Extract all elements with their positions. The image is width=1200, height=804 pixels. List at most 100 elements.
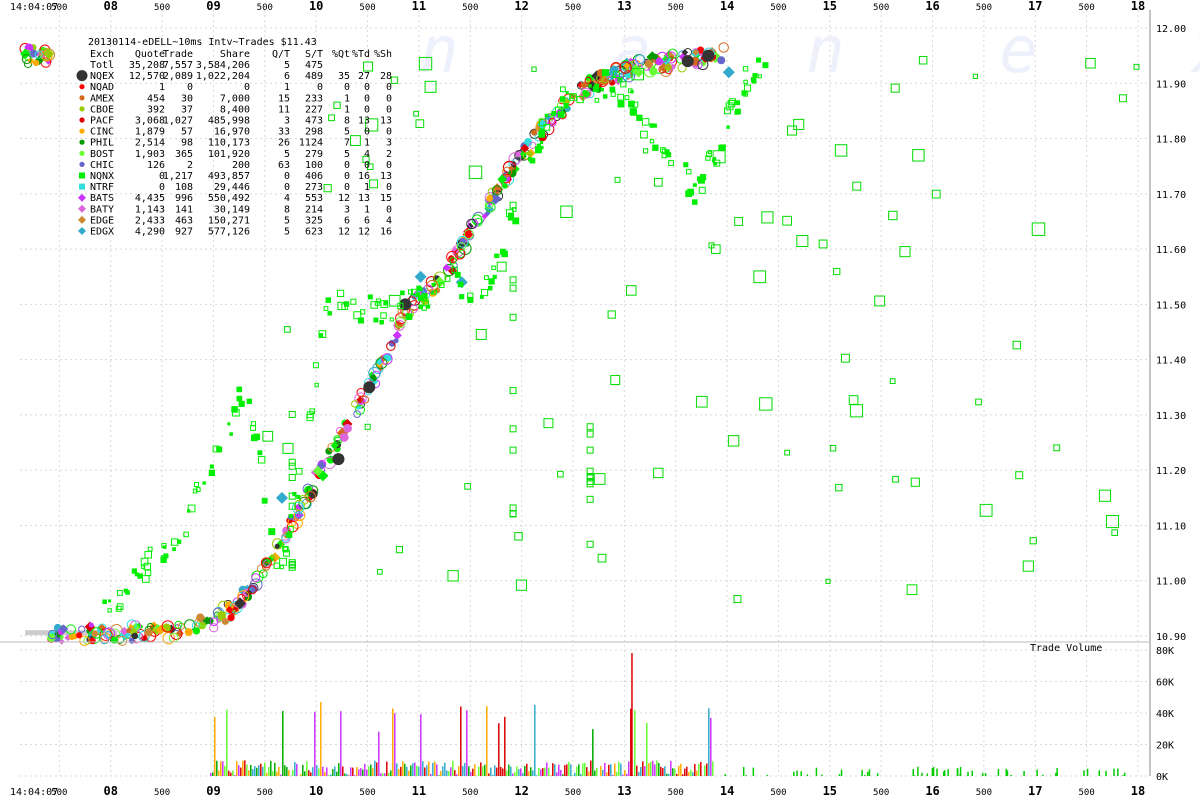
nqnx-point <box>227 422 230 425</box>
start-time-top: 14:04:07 <box>10 2 58 13</box>
volume-bar <box>466 710 468 776</box>
x-tick-label-top: 09 <box>206 0 220 13</box>
nqnx-outlier <box>476 330 486 340</box>
volume-bar <box>676 774 678 776</box>
nqnx-point <box>537 144 541 148</box>
volume-bar <box>484 765 486 776</box>
volume-bar <box>372 768 374 776</box>
x-tick-label-top: 10 <box>309 0 323 13</box>
table-header-cell: Quote <box>135 49 165 60</box>
volume-bar <box>430 774 432 776</box>
volume-bar <box>264 763 266 776</box>
volume-bar <box>428 761 430 776</box>
volume-bar <box>494 765 496 776</box>
nqnx-outlier <box>587 447 593 453</box>
nqnx-point <box>500 249 506 255</box>
nqnx-outlier <box>594 474 605 485</box>
volume-bar <box>474 764 476 776</box>
table-header-cell: Q/T <box>272 49 290 60</box>
x-tick-label-top: 500 <box>359 3 375 13</box>
volume-bar <box>972 771 974 776</box>
nqnx-point <box>257 450 262 455</box>
volume-bar <box>444 763 446 776</box>
nqnx-point <box>485 276 489 280</box>
volume-bar <box>224 766 226 776</box>
volume-bar <box>328 775 330 776</box>
volume-bar <box>416 766 418 776</box>
volume-bar <box>240 768 242 776</box>
volume-bar <box>636 766 638 776</box>
nqnx-point <box>406 313 413 320</box>
nqnx-outlier <box>654 468 663 477</box>
volume-bar <box>370 765 372 776</box>
volume-bar <box>706 763 708 776</box>
volume-bar <box>520 768 522 776</box>
volume-bar <box>250 765 252 776</box>
volume-bar <box>658 763 660 776</box>
volume-bar <box>252 769 254 776</box>
nqnx-point <box>310 409 315 414</box>
table-cell: 4 <box>284 193 290 204</box>
nqnx-point <box>528 157 532 161</box>
nqnx-point <box>108 599 111 602</box>
nqnx-outlier <box>448 571 458 581</box>
nqnx-point <box>390 318 393 321</box>
table-cell: 63 <box>278 160 290 171</box>
nqnx-point <box>619 78 622 81</box>
table-cell: 5 <box>344 127 350 138</box>
nqnx-outlier <box>289 474 295 480</box>
nqnx-outlier <box>783 216 792 225</box>
volume-bar <box>352 768 354 776</box>
table-cell: 29,446 <box>214 182 250 193</box>
volume-bar <box>869 769 871 776</box>
nqnx-point <box>145 570 150 575</box>
y-tick-label: 11.70 <box>1156 190 1186 201</box>
volume-bar <box>384 773 386 776</box>
legend-marker <box>79 95 84 100</box>
nqnx-point <box>594 84 599 89</box>
trade-point-nqex <box>682 55 694 67</box>
table-cell: 927 <box>175 227 193 238</box>
nqnx-outlier <box>396 547 402 553</box>
nqnx-outlier <box>416 120 424 128</box>
volume-bar <box>376 762 378 776</box>
table-cell: 553 <box>305 193 323 204</box>
volume-bars <box>210 653 1125 776</box>
nqnx-point <box>216 446 222 452</box>
legend-marker <box>78 205 86 213</box>
trade-point <box>394 338 399 343</box>
volume-bar <box>960 767 962 776</box>
y-tick-label: 11.20 <box>1156 466 1186 477</box>
table-cell: 5 <box>284 227 290 238</box>
nqnx-point <box>416 292 420 296</box>
volume-bar <box>592 729 594 776</box>
nqnx-outlier <box>391 77 397 83</box>
x-tick-label-top: 16 <box>925 0 939 13</box>
nqnx-outlier <box>611 376 620 385</box>
volume-bar <box>232 771 234 776</box>
volume-bar <box>442 766 444 776</box>
table-cell: 16 <box>380 227 392 238</box>
table-cell: 0 <box>364 82 370 93</box>
volume-bar <box>410 765 412 776</box>
table-cell: 57 <box>181 127 193 138</box>
x-tick-label-bottom: 15 <box>823 784 837 798</box>
table-cell: 0 <box>187 82 193 93</box>
volume-bar <box>666 774 668 776</box>
nqnx-point <box>686 169 691 174</box>
trade-point <box>89 638 96 645</box>
legend-marker <box>79 184 85 190</box>
volume-bar <box>1098 770 1100 776</box>
volume-bar <box>342 767 344 776</box>
table-cell: 3,584,206 <box>196 60 250 71</box>
trade-point <box>76 632 82 638</box>
volume-bar <box>618 762 620 776</box>
table-cell: 110,173 <box>208 138 250 149</box>
volume-bar <box>542 768 544 776</box>
nqnx-outlier <box>735 218 743 226</box>
volume-bar <box>600 766 602 776</box>
nqnx-outlier <box>627 286 637 296</box>
volume-bar <box>408 771 410 776</box>
table-cell: 13 <box>358 193 370 204</box>
trade-point-edgx <box>415 271 427 283</box>
